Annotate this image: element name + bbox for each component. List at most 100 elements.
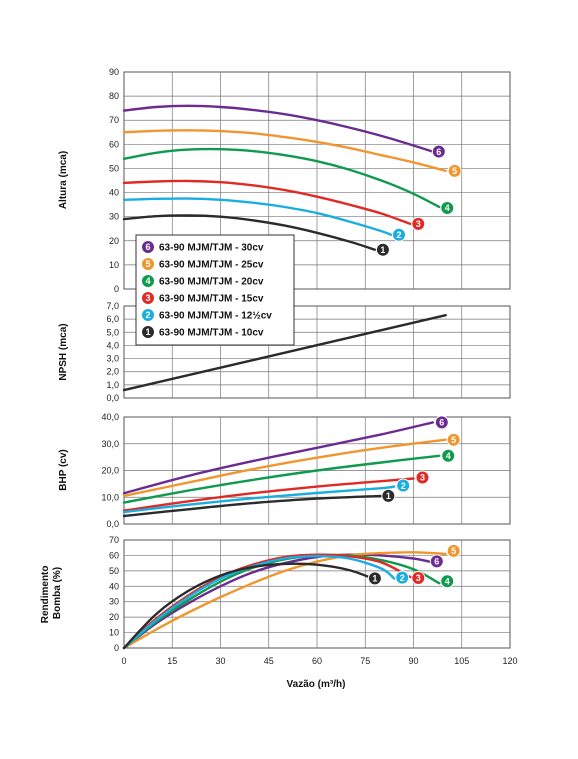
legend-marker-5: 5: [141, 257, 155, 271]
rendimento-series-marker-6: 6: [429, 554, 444, 569]
legend-marker-2: 2: [141, 308, 155, 322]
y-tick-label: 5,0: [106, 327, 119, 337]
altura-series-marker-3: 3: [411, 216, 426, 231]
x-tick-label: 90: [408, 656, 418, 666]
svg-text:3: 3: [416, 219, 421, 229]
y-tick-label: 0: [114, 643, 119, 653]
bhp-series-marker-4: 4: [441, 448, 456, 463]
legend-label-4: 63-90 MJM/TJM - 20cv: [159, 277, 264, 288]
y-tick-label: 0,0: [106, 519, 119, 529]
svg-text:2: 2: [401, 481, 406, 491]
legend-marker-1: 1: [141, 325, 155, 339]
legend-label-5: 63-90 MJM/TJM - 25cv: [159, 260, 264, 271]
y-tick-label: 3,0: [106, 354, 119, 364]
bhp-series-marker-6: 6: [434, 415, 449, 430]
legend-marker-4: 4: [141, 274, 155, 288]
bhp-curve-1: [122, 494, 383, 518]
altura-curve-6: [122, 104, 434, 153]
y-tick-label: 20,0: [101, 466, 119, 476]
altura-series-marker-6: 6: [431, 144, 446, 159]
x-tick-label: 15: [167, 656, 177, 666]
svg-text:4: 4: [445, 203, 450, 213]
x-tick-label: 45: [264, 656, 274, 666]
y-tick-label: 60: [109, 550, 119, 560]
y-tick-label: 90: [109, 67, 119, 77]
svg-text:6: 6: [436, 147, 441, 157]
y-tick-label: 0,0: [106, 393, 119, 403]
rendimento-curve-2: [122, 554, 396, 650]
altura-series-marker-5: 5: [447, 163, 462, 178]
x-tick-label: 120: [502, 656, 517, 666]
y-tick-label: 50: [109, 566, 119, 576]
rendimento-curve-5: [122, 551, 447, 650]
x-tick-label: 60: [312, 656, 322, 666]
y-tick-label: 70: [109, 115, 119, 125]
legend-label-6: 63-90 MJM/TJM - 30cv: [159, 243, 264, 254]
rendimento-series-marker-4: 4: [440, 574, 455, 589]
y-tick-label: 20: [109, 236, 119, 246]
y-tick-label: 70: [109, 535, 119, 545]
svg-text:5: 5: [145, 259, 150, 269]
bhp-axis-label: BHP (cv): [58, 449, 69, 491]
svg-text:6: 6: [434, 557, 439, 567]
svg-text:4: 4: [446, 451, 451, 461]
rendimento-series-marker-3: 3: [411, 571, 426, 586]
bhp-series-marker-5: 5: [446, 432, 461, 447]
y-tick-label: 60: [109, 139, 119, 149]
y-tick-label: 10,0: [101, 492, 119, 502]
legend-marker-3: 3: [141, 291, 155, 305]
altura-series-marker-4: 4: [440, 201, 455, 216]
rendimento-curve-1: [122, 562, 377, 650]
svg-text:3: 3: [145, 293, 150, 303]
x-tick-label: 0: [121, 656, 126, 666]
y-tick-label: 1,0: [106, 380, 119, 390]
y-tick-label: 2,0: [106, 367, 119, 377]
bhp-curve-3: [122, 477, 415, 512]
legend-box: [135, 234, 295, 346]
legend-label-3: 63-90 MJM/TJM - 15cv: [159, 294, 264, 305]
legend-marker-6: 6: [141, 240, 155, 254]
y-tick-label: 6,0: [106, 314, 119, 324]
y-tick-label: 7,0: [106, 301, 119, 311]
y-tick-label: 40,0: [101, 412, 119, 422]
svg-text:2: 2: [400, 573, 405, 583]
y-tick-label: 30: [109, 212, 119, 222]
bhp-series-marker-2: 2: [396, 478, 411, 493]
svg-text:2: 2: [145, 310, 150, 320]
altura-series-marker-2: 2: [391, 227, 406, 242]
rendimento-axis-label: Rendimento Bomba (%): [40, 563, 63, 624]
x-tick-label: 30: [215, 656, 225, 666]
altura-curve-4: [122, 147, 441, 209]
svg-text:1: 1: [386, 491, 391, 501]
y-tick-label: 30: [109, 597, 119, 607]
altura-curve-2: [122, 197, 393, 236]
svg-text:6: 6: [145, 242, 150, 252]
y-tick-label: 50: [109, 163, 119, 173]
npsh-axis-label: NPSH (mca): [58, 323, 69, 380]
bhp-curve-6: [122, 421, 434, 495]
y-tick-label: 30,0: [101, 439, 119, 449]
svg-text:1: 1: [372, 574, 377, 584]
svg-text:1: 1: [145, 327, 150, 337]
svg-text:4: 4: [145, 276, 150, 286]
altura-curve-5: [122, 129, 447, 173]
bhp-curve-4: [122, 454, 441, 504]
altura-axis-label: Altura (mca): [58, 151, 69, 209]
y-tick-label: 20: [109, 612, 119, 622]
altura-curve-3: [122, 179, 412, 226]
svg-text:6: 6: [439, 418, 444, 428]
svg-text:3: 3: [416, 573, 421, 583]
npsh-panel: 0,0 1,0 2,0 3,0 4,0 5,0 6,0 7,0: [106, 301, 511, 403]
vazao-axis-label: Vazão (m³/h): [287, 679, 346, 690]
bhp-series-marker-1: 1: [381, 488, 396, 503]
svg-text:1: 1: [380, 245, 385, 255]
legend: 6 63-90 MJM/TJM - 30cv 5 63-90 MJM/TJM - 25…: [135, 234, 295, 346]
rendimento-curve-3: [122, 553, 412, 650]
y-tick-label: 10: [109, 628, 119, 638]
svg-text:3: 3: [420, 473, 425, 483]
altura-curve-1: [122, 214, 377, 251]
rendimento-panel: 0 10 20 30 40 50 60 70 0 15 30 45 60 75 90 105 120 6 5 4 3 2 1: [109, 535, 518, 666]
bhp-curve-2: [122, 485, 396, 514]
npsh-curve: [122, 314, 447, 392]
